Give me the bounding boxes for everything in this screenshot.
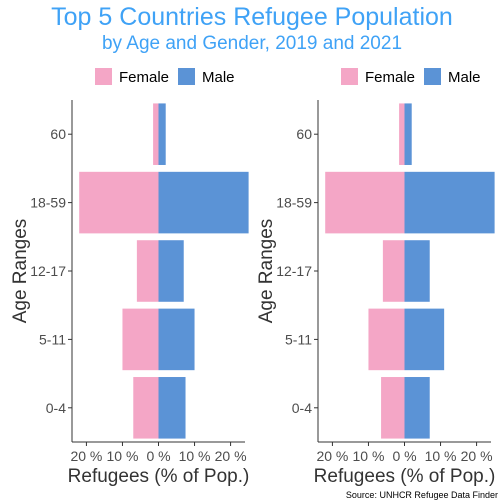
female-bar-12-17	[136, 240, 159, 302]
x-axis-title: Refugees (% of Pop.)	[68, 466, 250, 487]
x-tick-label: 10 %	[352, 448, 384, 464]
chart-title: Top 5 Countries Refugee Population	[51, 3, 453, 31]
x-tick-label: 10 %	[425, 448, 457, 464]
legend-swatch-female	[95, 68, 112, 85]
female-bar-12-17	[382, 240, 405, 302]
x-tick-label: 0 %	[146, 448, 170, 464]
female-bar-60	[153, 103, 159, 165]
male-bar-0-4	[158, 377, 186, 439]
male-bar-12-17	[158, 240, 184, 302]
x-tick-label: 10 %	[106, 448, 138, 464]
female-bar-60	[399, 103, 405, 165]
legend-label-male: Male	[448, 69, 481, 86]
male-bar-12-17	[404, 240, 430, 302]
source-note: Source: UNHCR Refugee Data Finder	[345, 490, 498, 500]
x-tick-label: 20 %	[316, 448, 348, 464]
male-bar-5-11	[158, 308, 195, 371]
male-bar-60	[404, 103, 412, 165]
legend-swatch-female	[341, 68, 358, 85]
legend-label-female: Female	[119, 69, 169, 86]
male-bar-0-4	[404, 377, 430, 439]
y-tick-label: 18-59	[30, 195, 66, 211]
y-tick-label: 18-59	[276, 195, 312, 211]
y-tick-label: 0-4	[46, 400, 66, 416]
male-bar-18-59	[158, 171, 249, 234]
y-tick-label: 60	[296, 126, 312, 142]
y-tick-label: 12-17	[30, 263, 66, 279]
y-axis-title: Age Ranges	[10, 219, 31, 324]
x-axis-title: Refugees (% of Pop.)	[314, 466, 496, 487]
y-tick-label: 5-11	[285, 331, 312, 347]
y-tick-label: 5-11	[39, 331, 66, 347]
legend-swatch-male	[178, 68, 195, 85]
female-bar-0-4	[381, 377, 405, 439]
y-tick-label: 0-4	[292, 400, 312, 416]
legend-swatch-male	[424, 68, 441, 85]
male-bar-5-11	[404, 308, 445, 371]
female-bar-5-11	[368, 308, 405, 371]
male-bar-60	[158, 103, 166, 165]
x-tick-label: 20 %	[215, 448, 247, 464]
female-bar-0-4	[133, 377, 159, 439]
y-tick-label: 60	[50, 126, 66, 142]
x-tick-label: 20 %	[461, 448, 493, 464]
female-bar-18-59	[79, 171, 159, 234]
female-bar-18-59	[325, 171, 405, 234]
x-tick-label: 0 %	[392, 448, 416, 464]
male-bar-18-59	[404, 171, 495, 234]
x-tick-label: 10 %	[179, 448, 211, 464]
female-bar-5-11	[122, 308, 159, 371]
legend-label-male: Male	[202, 69, 235, 86]
legend-label-female: Female	[365, 69, 415, 86]
y-tick-label: 12-17	[276, 263, 312, 279]
y-axis-title: Age Ranges	[256, 219, 277, 324]
x-tick-label: 20 %	[70, 448, 102, 464]
chart-subtitle: by Age and Gender, 2019 and 2021	[101, 33, 403, 54]
